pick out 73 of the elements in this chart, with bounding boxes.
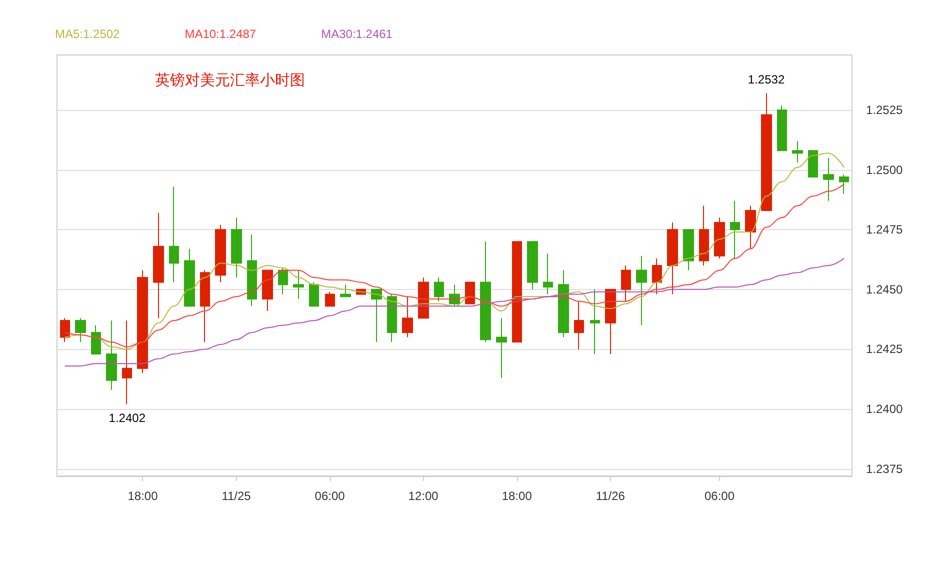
candlestick: [75, 318, 86, 343]
candlestick: [153, 212, 164, 319]
x-tick-label: 06:00: [704, 489, 735, 503]
candlestick: [792, 140, 803, 164]
candlestick: [122, 320, 132, 405]
x-tick-label: 18:00: [128, 489, 158, 503]
candlestick: [652, 258, 662, 295]
candlestick: [667, 222, 678, 295]
candlestick: [777, 104, 787, 152]
candlestick: [574, 300, 584, 350]
candlestick: [231, 217, 242, 278]
candlestick: [434, 276, 444, 302]
candlestick: [106, 320, 117, 390]
candlestick: [558, 270, 569, 338]
candlestick: [496, 318, 507, 378]
candlestick: [418, 276, 429, 319]
candlestick: [247, 234, 257, 307]
text: MA10:1.2487: [184, 27, 256, 41]
candlestick: [590, 288, 600, 355]
candlestick: [480, 241, 491, 343]
candlestick: [543, 253, 553, 295]
candlestick: [402, 296, 413, 338]
candlestick: [91, 324, 101, 355]
candlestick: [278, 267, 288, 295]
candlestick: [325, 291, 335, 307]
x-tick-label: 11/25: [222, 489, 252, 503]
candlestick: [449, 284, 460, 307]
line-series: [64, 152, 845, 350]
text: 英镑对美元汇率小时图: [155, 72, 305, 89]
candlestick: [169, 186, 179, 283]
y-tick-label: 1.2450: [866, 282, 904, 296]
candlestick: [730, 200, 740, 259]
y-tick-label: 1.2525: [866, 103, 904, 118]
candlestick: [465, 282, 475, 304]
x-tick-label: 18:00: [502, 489, 532, 503]
candlestick: [309, 282, 319, 307]
y-tick-label: 1.2475: [866, 222, 904, 237]
x-tick-label: 06:00: [314, 489, 346, 503]
text: MA30:1.2461: [321, 27, 393, 41]
x-tick-label: 12:00: [408, 489, 439, 503]
candlestick: [512, 241, 522, 343]
line-series: [64, 184, 845, 348]
candlestick: [761, 92, 772, 211]
line-series: [64, 258, 845, 366]
candlestick: [215, 224, 226, 283]
candlestick: [527, 241, 538, 290]
candlestick: [808, 150, 818, 178]
candlestick: [745, 205, 756, 250]
candlestick: [60, 318, 70, 343]
y-tick-label: 1.2500: [866, 162, 904, 177]
candlestick: [823, 157, 834, 202]
y-tick-label: 1.2375: [866, 462, 904, 476]
candlestick: [200, 270, 210, 343]
x-tick-label: 11/26: [596, 489, 626, 503]
candlestick: [137, 270, 148, 374]
candlestick: [293, 270, 304, 300]
text: MA5:1.2502: [55, 27, 120, 41]
candlestick: [636, 255, 647, 326]
candlestick: [699, 205, 709, 266]
annotation: 1.2402: [108, 411, 146, 426]
y-tick-label: 1.2400: [866, 402, 904, 416]
candlestick: [184, 248, 195, 307]
candlestick: [839, 174, 849, 194]
candlestick: [387, 294, 397, 343]
candlestick: [605, 288, 616, 355]
candlestick: [371, 288, 382, 343]
candlestick: [714, 217, 725, 259]
candlestick: [262, 270, 273, 312]
y-tick-label: 1.2425: [866, 342, 904, 356]
annotation: 1.2532: [748, 72, 785, 86]
candlestick: [621, 265, 631, 302]
candlestick: [683, 229, 694, 271]
candlestick: [340, 284, 351, 298]
